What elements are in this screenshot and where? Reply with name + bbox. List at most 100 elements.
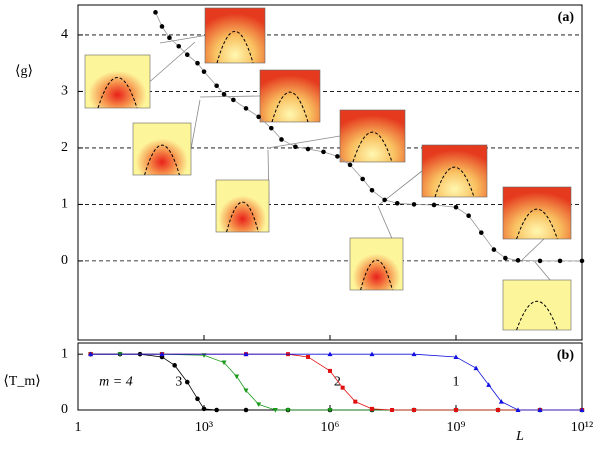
marker [176, 43, 182, 49]
marker [243, 351, 249, 357]
inset-image [215, 179, 270, 233]
inset-leader [379, 170, 423, 205]
marker [272, 408, 278, 413]
marker [503, 255, 508, 261]
marker [347, 162, 353, 168]
marker [243, 106, 249, 111]
marker [486, 382, 492, 387]
marker [394, 200, 400, 206]
x-tick-label: 1 [75, 420, 82, 435]
marker [256, 114, 261, 120]
x-tick-label: 10³ [195, 420, 213, 435]
x-tick-label: 10⁹ [447, 420, 466, 435]
marker [411, 351, 417, 357]
x-tick-label: 10¹² [571, 420, 593, 435]
inset-image [132, 122, 192, 176]
inset-image [259, 69, 321, 123]
y-tick-label: 3 [61, 84, 68, 99]
inset-leader [199, 95, 261, 98]
y-axis-label: ⟨T_m⟩ [3, 374, 40, 389]
marker [498, 399, 504, 404]
marker [453, 204, 459, 210]
inset-contour [360, 259, 393, 291]
marker [537, 407, 543, 412]
marker [306, 354, 311, 359]
marker [411, 202, 417, 207]
y-tick-label: 4 [61, 27, 68, 42]
y-tick-label: 0 [61, 253, 68, 268]
marker [172, 363, 177, 368]
inset-contour [226, 201, 259, 233]
marker [184, 379, 190, 385]
marker [88, 351, 94, 357]
marker [335, 154, 340, 159]
marker [537, 258, 543, 264]
inset-image [204, 7, 266, 64]
inset-image [84, 54, 151, 109]
inset-contour [144, 144, 180, 176]
marker [195, 396, 200, 402]
marker [453, 354, 459, 359]
y-tick-label: 0 [61, 402, 68, 417]
marker [221, 91, 227, 97]
marker [159, 351, 165, 357]
y-tick-label: 1 [61, 197, 68, 212]
marker [153, 10, 158, 15]
marker [214, 83, 219, 89]
marker [234, 374, 240, 380]
marker [231, 97, 236, 103]
marker [243, 388, 249, 394]
inset-image [421, 144, 488, 198]
panel-label: (a) [558, 10, 575, 25]
marker [321, 149, 326, 155]
marker [285, 408, 291, 413]
marker [369, 187, 375, 193]
inset-image [502, 186, 572, 240]
marker [195, 60, 200, 66]
marker [327, 351, 333, 357]
inset-leader [190, 99, 201, 150]
marker [431, 202, 437, 208]
marker [201, 69, 207, 74]
marker [293, 144, 298, 150]
annotation: 3 [175, 374, 182, 389]
marker [159, 24, 165, 29]
marker [279, 137, 284, 142]
marker [515, 407, 521, 412]
marker [256, 402, 262, 408]
marker [184, 52, 190, 58]
x-tick-label: 10⁶ [321, 420, 340, 435]
x-axis-label: L [515, 429, 524, 444]
marker [369, 351, 375, 357]
inset-contour [516, 208, 558, 240]
marker [454, 408, 458, 412]
y-tick-label: 2 [61, 140, 68, 155]
marker [221, 360, 227, 366]
marker [491, 247, 497, 252]
series-line [155, 12, 582, 262]
marker [412, 408, 416, 412]
inset-contour [352, 131, 393, 163]
marker [515, 258, 521, 263]
annotation: 2 [334, 374, 341, 389]
marker [360, 176, 365, 182]
inset-contour [97, 77, 138, 109]
marker [466, 213, 471, 219]
inset-contour [271, 91, 309, 123]
inset-image [349, 237, 404, 291]
inset-contour [216, 30, 254, 64]
marker [243, 407, 249, 413]
marker [340, 385, 345, 390]
marker [579, 258, 585, 264]
marker [328, 368, 332, 373]
inset-contour [434, 166, 475, 198]
inset-leader [267, 135, 341, 149]
y-axis-label: ⟨g⟩ [15, 64, 33, 79]
marker [268, 125, 274, 131]
marker [201, 406, 207, 412]
marker [496, 408, 500, 412]
marker [382, 197, 387, 203]
inset-contour [516, 300, 558, 331]
annotation: m = 4 [99, 374, 133, 389]
